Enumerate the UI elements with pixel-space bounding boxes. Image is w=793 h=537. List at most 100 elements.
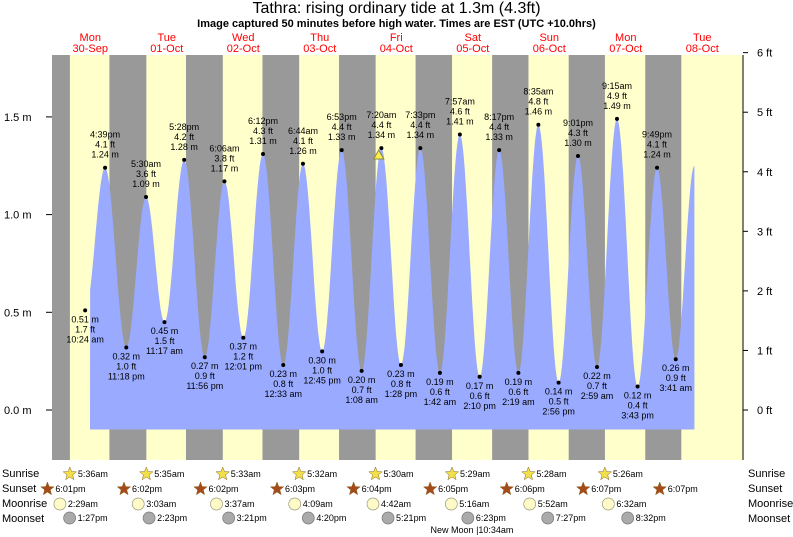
low-time-label: 12:45 pm: [303, 375, 341, 385]
low-ft-label: 0.6 ft: [430, 387, 451, 397]
extreme-point: [162, 320, 167, 325]
low-time-label: 2:10 pm: [463, 401, 496, 411]
moonrise-icon: [444, 497, 458, 511]
high-time-label: 7:20am: [366, 110, 396, 120]
low-ft-label: 1.7 ft: [75, 324, 96, 334]
current-tide-marker: [372, 148, 385, 160]
day-name-label: Sun: [539, 32, 559, 44]
high-time-label: 6:53pm: [327, 112, 357, 122]
day-name-label: Thu: [310, 32, 329, 44]
chart-subtitle: Image captured 50 minutes before high wa…: [197, 18, 596, 30]
low-time-label: 12:01 pm: [225, 362, 263, 372]
high-m-label: 1.49 m: [603, 101, 631, 111]
low-time-label: 12:33 am: [264, 389, 302, 399]
high-time-label: 7:33pm: [405, 110, 435, 120]
moonset-time: 6:23pm: [476, 513, 506, 523]
night-band: [52, 55, 70, 460]
high-ft-label: 4.6 ft: [450, 106, 471, 116]
high-ft-label: 4.4 ft: [489, 122, 510, 132]
extreme-point: [202, 355, 207, 360]
low-time-label: 2:56 pm: [542, 407, 575, 417]
low-m-label: 0.26 m: [662, 363, 690, 373]
high-m-label: 1.34 m: [368, 130, 396, 140]
day-date-label: 05-Oct: [456, 43, 489, 55]
low-time-label: 1:28 pm: [385, 389, 418, 399]
high-ft-label: 4.3 ft: [253, 126, 274, 136]
low-ft-label: 0.7 ft: [587, 381, 608, 391]
high-m-label: 1.46 m: [525, 107, 553, 117]
low-m-label: 0.22 m: [583, 371, 611, 381]
low-m-label: 0.19 m: [426, 377, 454, 387]
extreme-point: [83, 308, 88, 313]
sunset-time: 6:01pm: [55, 484, 85, 494]
moonrise-icon: [210, 497, 223, 511]
high-time-label: 9:15am: [602, 81, 632, 91]
sunrise-icon: [521, 466, 536, 481]
day-name-label: Tue: [693, 32, 712, 44]
sunset-time: 6:02pm: [208, 484, 238, 494]
sunset-time: 6:04pm: [362, 484, 392, 494]
high-time-label: 8:17pm: [484, 112, 514, 122]
day-date-label: 01-Oct: [150, 43, 183, 55]
low-ft-label: 1.5 ft: [154, 336, 175, 346]
sunrise-icon: [291, 466, 307, 481]
sunrise-time: 5:28am: [536, 469, 566, 479]
sunset-time: 6:02pm: [132, 484, 162, 494]
sunset-row-label-right: Sunset: [748, 483, 782, 495]
moonrise-row-label-right: Moonrise: [748, 498, 793, 510]
right-tick-label: 2 ft: [757, 286, 772, 298]
low-time-label: 11:56 pm: [186, 381, 223, 391]
low-ft-label: 0.8 ft: [273, 379, 294, 389]
low-m-label: 0.20 m: [348, 375, 376, 385]
extreme-point: [655, 165, 660, 170]
extreme-point: [635, 384, 640, 389]
sunrise-time: 5:30am: [384, 469, 414, 479]
sunset-icon: [575, 481, 591, 496]
high-ft-label: 3.8 ft: [214, 153, 235, 163]
low-m-label: 0.19 m: [505, 377, 533, 387]
right-tick-label: 5 ft: [757, 107, 772, 119]
left-tick-label: 1.0 m: [4, 210, 32, 222]
moonset-time: 5:21pm: [396, 513, 426, 523]
moonrise-row-label-left: Moonrise: [2, 498, 47, 510]
low-time-label: 1:08 am: [345, 395, 378, 405]
extreme-point: [182, 157, 187, 162]
moonset-icon: [222, 511, 236, 525]
moonrise-icon: [601, 497, 615, 511]
high-time-label: 5:28pm: [169, 122, 199, 132]
high-ft-label: 4.4 ft: [371, 120, 392, 130]
high-m-label: 1.26 m: [289, 146, 317, 156]
high-m-label: 1.24 m: [643, 150, 671, 160]
sunset-time: 6:06pm: [515, 484, 545, 494]
extreme-point: [261, 152, 266, 157]
chart-title: Tathra: rising ordinary tide at 1.3m (4.…: [252, 0, 541, 17]
extreme-point: [359, 368, 364, 373]
sunrise-time: 5:36am: [78, 469, 108, 479]
high-m-label: 1.24 m: [91, 150, 119, 160]
extreme-point: [124, 345, 129, 350]
axes: 0.0 m 0.5 m 1.0 m 1.5 m 0 ft 1 ft 2 ft 3 ft 4 ft…: [4, 48, 772, 460]
sunset-time: 6:03pm: [285, 484, 315, 494]
sunrise-icon: [597, 466, 613, 481]
low-m-label: 0.14 m: [545, 387, 573, 397]
sunrise-row-label-left: Sunrise: [2, 468, 39, 480]
moonset-icon: [381, 511, 395, 525]
extreme-point: [300, 161, 305, 166]
sunrise-time: 5:35am: [154, 469, 184, 479]
extreme-point: [614, 116, 619, 121]
day-name-label: Sat: [464, 32, 481, 44]
low-m-label: 0.23 m: [269, 369, 297, 379]
tide-area: [90, 118, 695, 430]
low-m-label: 0.51 m: [71, 314, 99, 324]
extreme-point: [103, 165, 108, 170]
low-m-label: 0.32 m: [113, 351, 141, 361]
low-ft-label: 0.9 ft: [195, 371, 216, 381]
high-time-label: 8:35am: [523, 87, 553, 97]
sunset-icon: [269, 481, 285, 496]
low-time-label: 10:24 am: [66, 334, 104, 344]
moonrise-time: 3:03am: [146, 499, 176, 509]
high-time-label: 6:06am: [209, 143, 239, 153]
moonset-icon: [541, 511, 555, 525]
moon-phase-label: New Moon |10:34am: [431, 525, 514, 535]
